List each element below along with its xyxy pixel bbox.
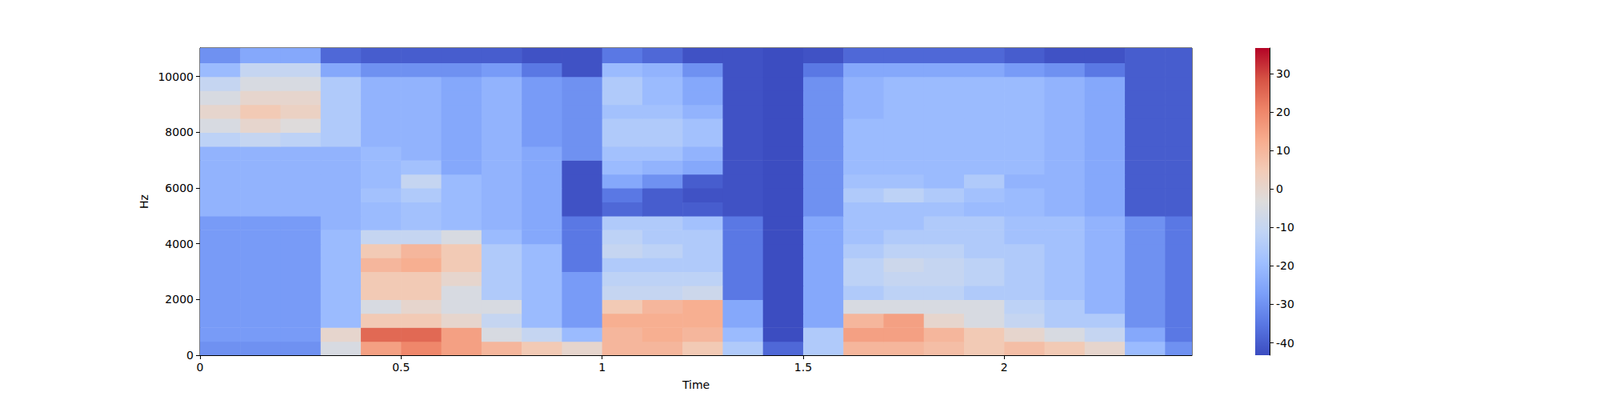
svg-text:-20: -20: [1276, 259, 1295, 272]
svg-text:1.5: 1.5: [794, 360, 812, 374]
svg-text:Hz: Hz: [137, 194, 151, 209]
svg-text:20: 20: [1276, 105, 1291, 119]
svg-text:8000: 8000: [164, 125, 194, 139]
svg-text:1: 1: [598, 360, 606, 374]
svg-text:0: 0: [196, 360, 204, 374]
svg-text:0.5: 0.5: [392, 360, 410, 374]
svg-text:10000: 10000: [157, 70, 194, 84]
svg-text:-10: -10: [1276, 220, 1295, 234]
svg-text:30: 30: [1276, 67, 1291, 80]
svg-text:Time: Time: [681, 378, 710, 392]
svg-text:2000: 2000: [164, 292, 194, 306]
svg-text:0: 0: [186, 348, 194, 362]
svg-text:2: 2: [1000, 360, 1008, 374]
svg-text:-30: -30: [1276, 297, 1295, 311]
svg-text:-40: -40: [1276, 336, 1295, 350]
svg-text:10: 10: [1276, 144, 1291, 157]
svg-text:6000: 6000: [164, 181, 194, 195]
svg-text:0: 0: [1276, 182, 1284, 196]
svg-text:4000: 4000: [164, 237, 194, 251]
